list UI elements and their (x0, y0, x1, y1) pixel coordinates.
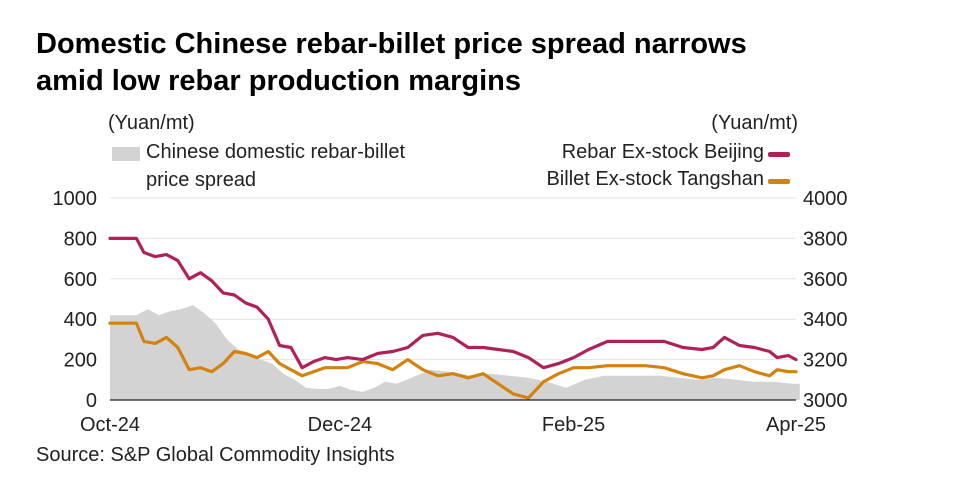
x-tick-label: Apr-25 (766, 414, 826, 436)
y-left-tick-label: 200 (64, 350, 97, 372)
y-right-tick-label: 4000 (803, 188, 848, 210)
series-billet-line (108, 321, 798, 400)
legend-spread: Chinese domestic rebar-billet price spre… (112, 138, 446, 194)
y-right-tick-label: 3600 (803, 269, 848, 291)
left-axis-unit: (Yuan/mt) (108, 112, 195, 134)
legend-spread-swatch (112, 147, 140, 161)
y-left-tick-label: 1000 (53, 188, 98, 210)
legend-rebar-line (768, 152, 790, 157)
series-spread-area (110, 305, 800, 400)
y-right-tick-label: 3200 (803, 350, 848, 372)
y-left-tick-label: 600 (64, 269, 97, 291)
chart-title-line-1: Domestic Chinese rebar-billet price spre… (36, 28, 747, 60)
y-left-tick-label: 800 (64, 228, 97, 250)
y-left-tick-label: 400 (64, 309, 97, 331)
y-right-tick-label: 3800 (803, 228, 848, 250)
chart-title-line-2: amid low rebar production margins (36, 65, 522, 97)
legend-spread-label: Chinese domestic rebar-billet price spre… (146, 141, 406, 191)
right-axis-unit: (Yuan/mt) (711, 112, 798, 134)
x-tick-label: Feb-25 (542, 414, 605, 436)
source-note: Source: S&P Global Commodity Insights (36, 444, 395, 466)
y-left-tick-label: 0 (86, 390, 97, 412)
legend-billet-line (768, 179, 790, 184)
chart-title: Domestic Chinese rebar-billet price spre… (36, 26, 936, 100)
series-rebar-line (108, 236, 798, 370)
y-right-tick-label: 3000 (803, 390, 848, 412)
x-tick-label: Oct-24 (80, 414, 140, 436)
legend-billet-label: Billet Ex-stock Tangshan (546, 168, 764, 190)
legend-rebar-label: Rebar Ex-stock Beijing (561, 141, 764, 163)
y-right-tick-label: 3400 (803, 309, 848, 331)
x-tick-label: Dec-24 (308, 414, 372, 436)
